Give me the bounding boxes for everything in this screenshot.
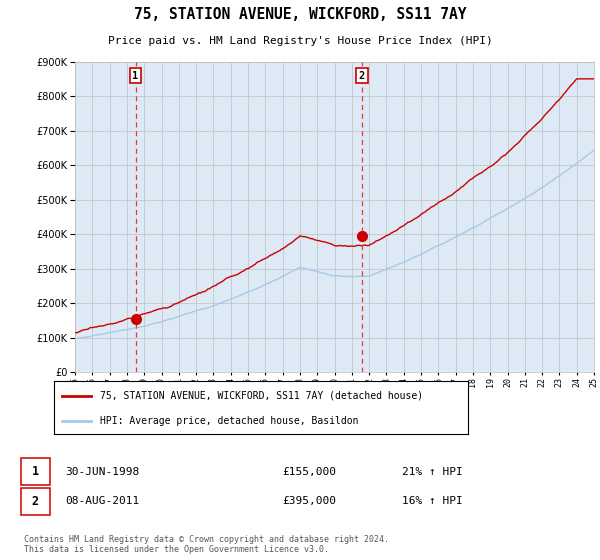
Text: £395,000: £395,000 <box>282 496 336 506</box>
Text: 2: 2 <box>359 71 365 81</box>
Text: 75, STATION AVENUE, WICKFORD, SS11 7AY (detached house): 75, STATION AVENUE, WICKFORD, SS11 7AY (… <box>100 391 422 401</box>
Text: HPI: Average price, detached house, Basildon: HPI: Average price, detached house, Basi… <box>100 416 358 426</box>
Text: 1: 1 <box>133 71 139 81</box>
Text: 21% ↑ HPI: 21% ↑ HPI <box>402 466 463 477</box>
Text: 16% ↑ HPI: 16% ↑ HPI <box>402 496 463 506</box>
Text: 75, STATION AVENUE, WICKFORD, SS11 7AY: 75, STATION AVENUE, WICKFORD, SS11 7AY <box>134 7 466 22</box>
Text: 1: 1 <box>32 465 39 478</box>
Text: Price paid vs. HM Land Registry's House Price Index (HPI): Price paid vs. HM Land Registry's House … <box>107 36 493 46</box>
Text: 08-AUG-2011: 08-AUG-2011 <box>65 496 139 506</box>
Text: 30-JUN-1998: 30-JUN-1998 <box>65 466 139 477</box>
Text: Contains HM Land Registry data © Crown copyright and database right 2024.
This d: Contains HM Land Registry data © Crown c… <box>24 535 389 554</box>
Text: 2: 2 <box>32 494 39 508</box>
Text: £155,000: £155,000 <box>282 466 336 477</box>
